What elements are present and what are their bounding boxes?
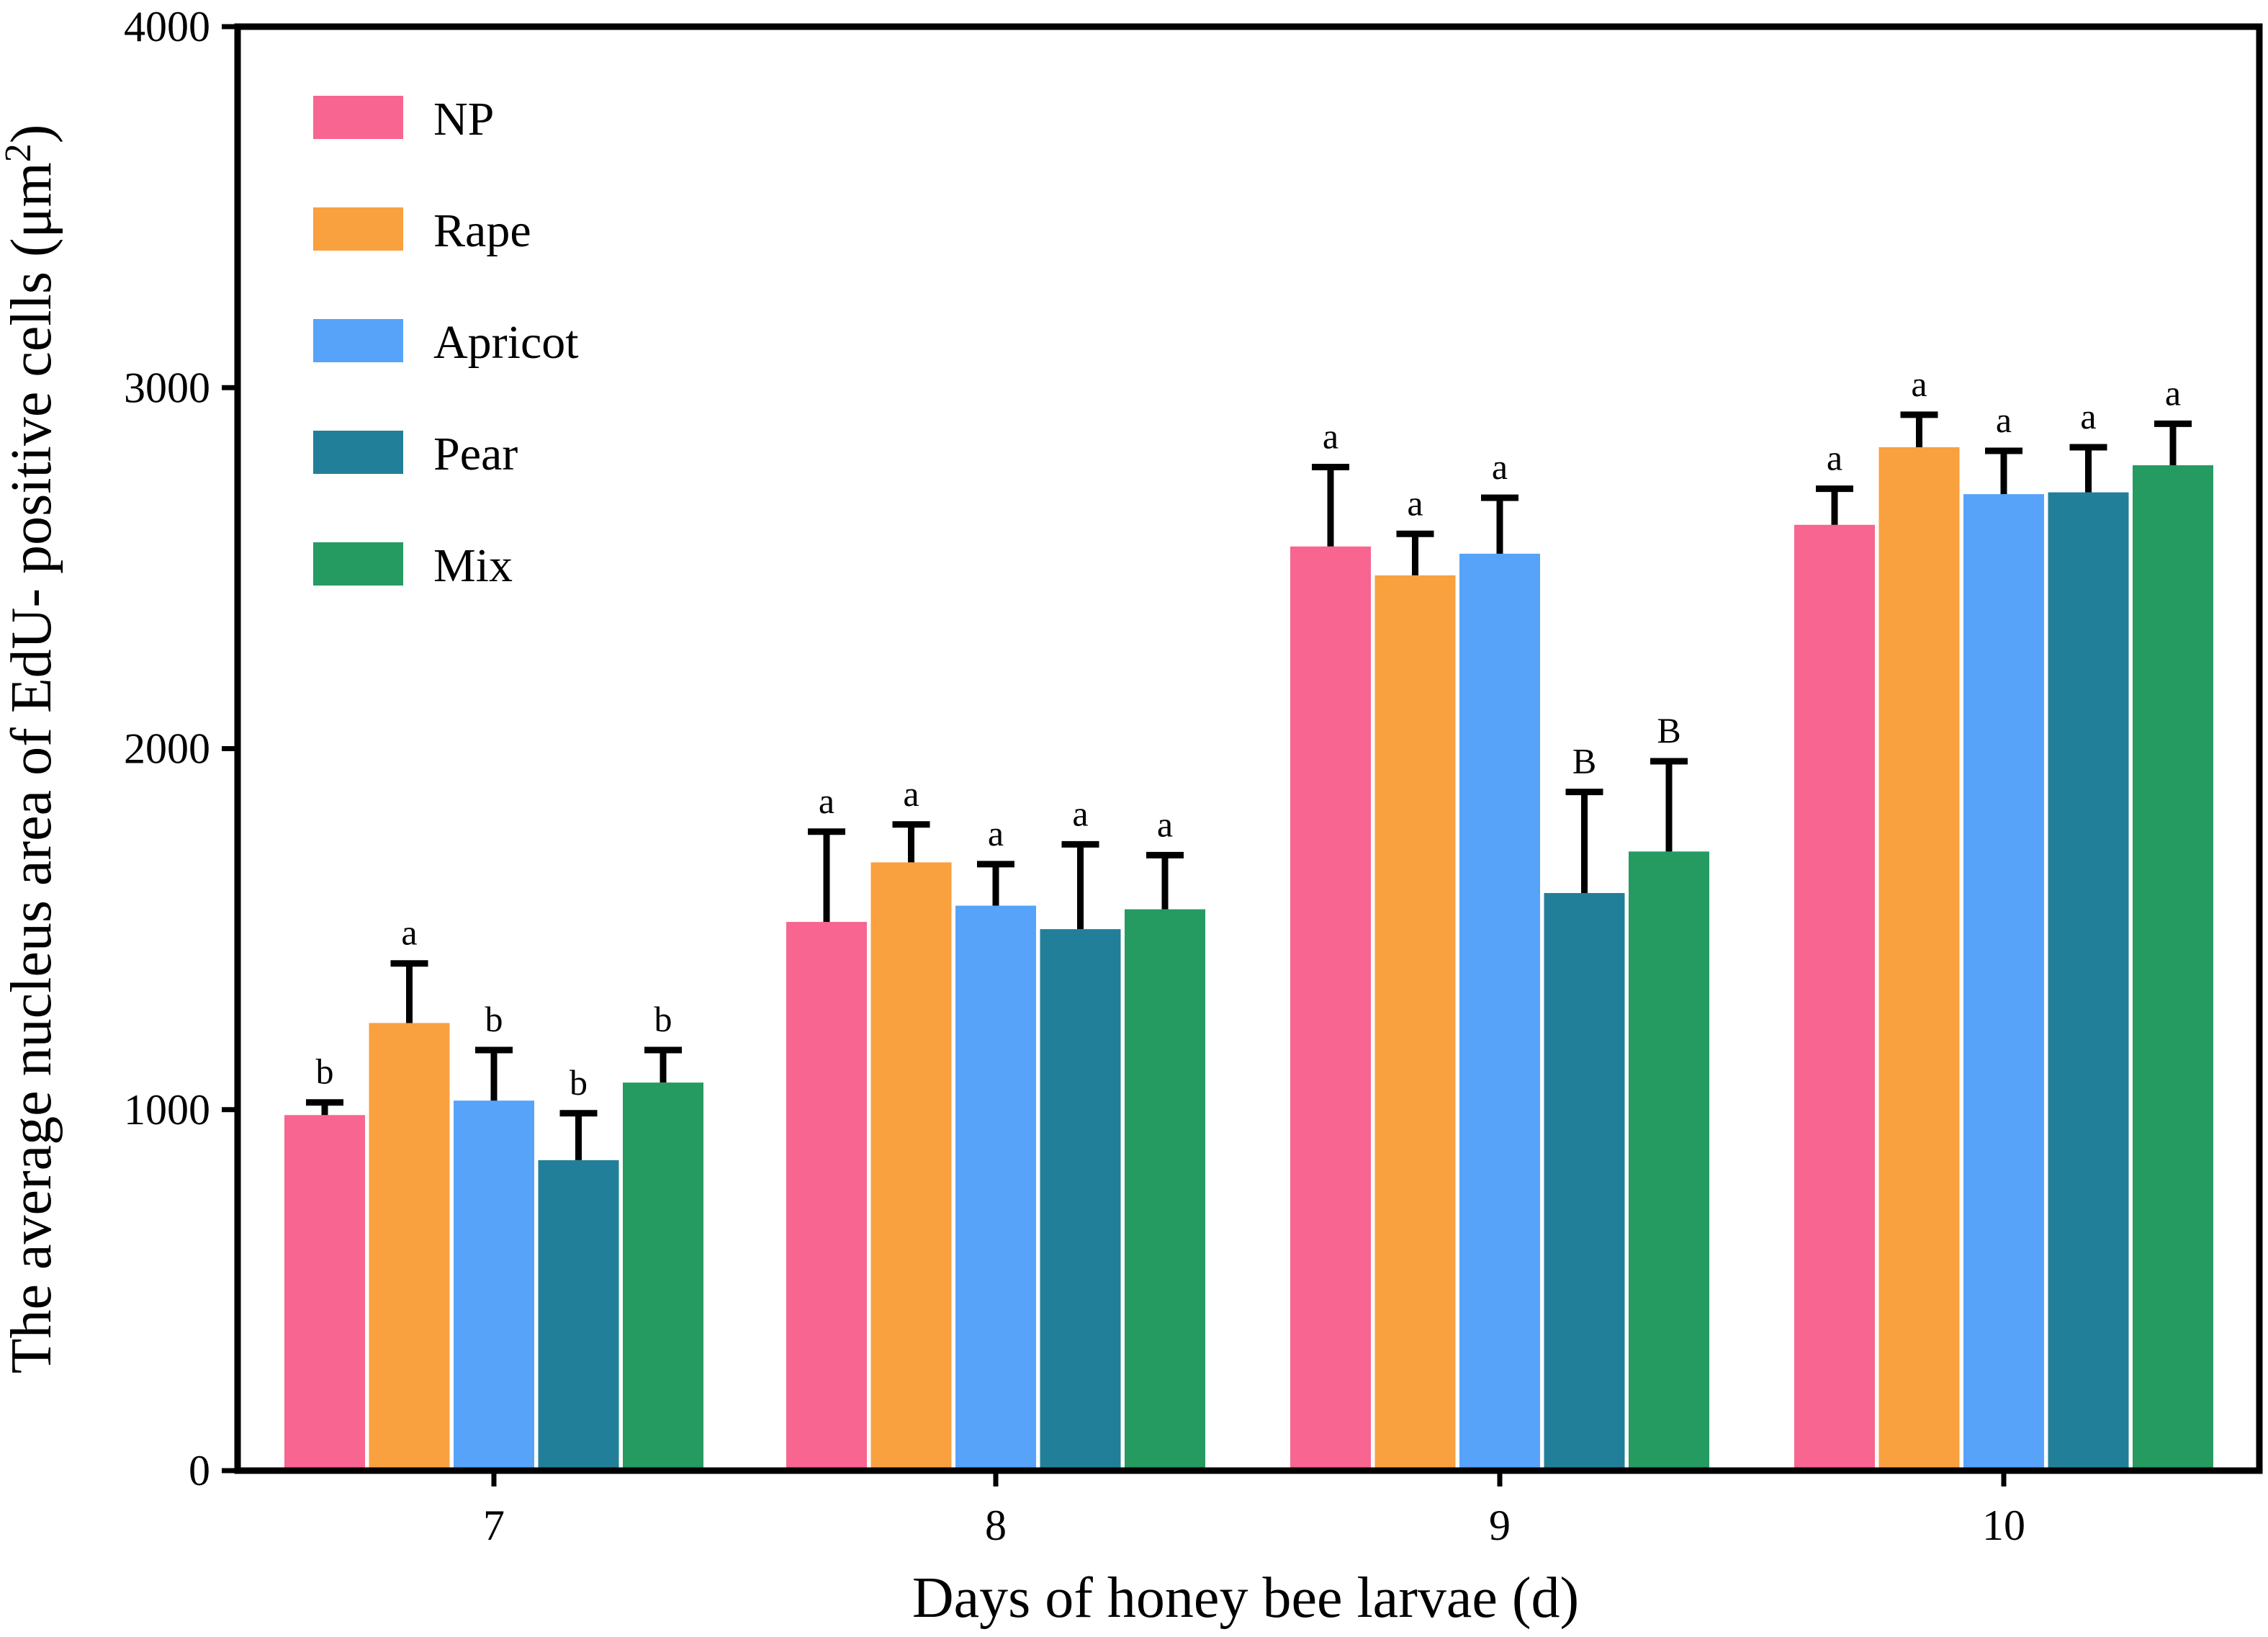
significance-label-mix-day-10: a	[2165, 372, 2181, 413]
legend-label-mix: Mix	[433, 539, 513, 592]
significance-label-rape-day-10: a	[1911, 364, 1927, 404]
bar-rape-day-10	[1878, 447, 1960, 1471]
y-axis-title: The average nucleus area of EdU- positiv…	[0, 125, 63, 1374]
significance-label-np-day-9: a	[1323, 416, 1338, 457]
bar-np-day-8	[786, 922, 867, 1471]
legend-swatch-mix	[313, 542, 403, 586]
significance-label-np-day-8: a	[819, 781, 834, 821]
bar-mix-day-10	[2133, 465, 2213, 1471]
bar-rape-day-7	[369, 1023, 450, 1471]
bar-rape-day-9	[1374, 575, 1456, 1471]
legend: NP Rape Apricot Pear Mix	[313, 93, 579, 592]
bar-mix-day-7	[623, 1082, 703, 1471]
y-tick-label-0: 0	[189, 1447, 210, 1494]
legend-swatch-rape	[313, 207, 403, 251]
y-axis-title-main: The average nucleus area of EdU- positiv…	[0, 162, 63, 1373]
legend-swatch-apricot	[313, 319, 403, 362]
significance-label-mix-day-9: B	[1657, 710, 1680, 750]
bar-np-day-10	[1794, 524, 1875, 1471]
significance-label-pear-day-8: a	[1072, 793, 1088, 833]
significance-label-apricot-day-7: b	[485, 999, 503, 1039]
legend-item-np: NP	[313, 93, 494, 145]
bar-apricot-day-10	[1963, 494, 2044, 1471]
bar-apricot-day-7	[454, 1100, 534, 1471]
x-tick-label-8: 8	[985, 1502, 1007, 1549]
significance-label-mix-day-7: b	[654, 999, 672, 1039]
bar-apricot-day-9	[1459, 553, 1540, 1471]
bar-pear-day-10	[2048, 492, 2129, 1471]
x-axis-title: Days of honey bee larvae (d)	[912, 1566, 1579, 1630]
legend-label-apricot: Apricot	[433, 316, 579, 369]
significance-label-pear-day-7: b	[570, 1062, 588, 1103]
bar-pear-day-8	[1040, 929, 1121, 1471]
y-tick-label-4000: 4000	[124, 3, 210, 50]
bar-rape-day-8	[870, 862, 952, 1471]
x-tick-label-7: 7	[483, 1502, 505, 1549]
bar-mix-day-8	[1125, 909, 1205, 1471]
significance-label-np-day-10: a	[1827, 438, 1842, 478]
y-tick-label-2000: 2000	[124, 725, 210, 773]
bar-np-day-9	[1290, 546, 1371, 1471]
y-tick-label-3000: 3000	[124, 364, 210, 411]
bars-layer	[284, 447, 2213, 1471]
y-tick-label-1000: 1000	[124, 1086, 210, 1134]
bar-mix-day-9	[1629, 851, 1709, 1471]
legend-swatch-np	[313, 96, 403, 139]
legend-item-pear: Pear	[313, 428, 518, 480]
x-tick-label-9: 9	[1489, 1502, 1511, 1549]
bar-apricot-day-8	[955, 905, 1036, 1471]
x-tick-label-10: 10	[1982, 1502, 2025, 1549]
significance-label-apricot-day-9: a	[1492, 447, 1508, 487]
legend-label-np: NP	[433, 93, 494, 145]
legend-item-mix: Mix	[313, 539, 513, 592]
significance-label-rape-day-8: a	[903, 773, 919, 814]
significance-label-rape-day-7: a	[401, 912, 417, 953]
axes-layer: 0 1000 2000 3000 4000 7 8 9 10	[124, 3, 2025, 1549]
significance-label-mix-day-8: a	[1157, 804, 1173, 844]
significance-labels-layer: b a a a a a a a b a a a b a Ba b a Ba	[316, 364, 2182, 1103]
error-bars-layer	[306, 411, 2192, 1160]
plot-frame	[234, 23, 2263, 1474]
legend-item-apricot: Apricot	[313, 316, 579, 369]
significance-label-apricot-day-8: a	[988, 813, 1004, 853]
legend-label-rape: Rape	[433, 205, 531, 257]
legend-swatch-pear	[313, 431, 403, 474]
y-axis-title-superscript: 2	[0, 143, 39, 162]
y-axis-title-close: )	[0, 125, 63, 144]
significance-label-apricot-day-10: a	[1996, 400, 2012, 440]
significance-label-pear-day-10: a	[2080, 396, 2096, 436]
significance-label-pear-day-9: B	[1572, 741, 1596, 781]
legend-label-pear: Pear	[433, 428, 518, 480]
significance-label-np-day-7: b	[316, 1051, 334, 1092]
legend-item-rape: Rape	[313, 205, 531, 257]
bar-pear-day-7	[538, 1160, 619, 1471]
bar-pear-day-9	[1544, 893, 1625, 1471]
significance-label-rape-day-9: a	[1407, 483, 1423, 523]
bar-np-day-7	[284, 1115, 365, 1471]
